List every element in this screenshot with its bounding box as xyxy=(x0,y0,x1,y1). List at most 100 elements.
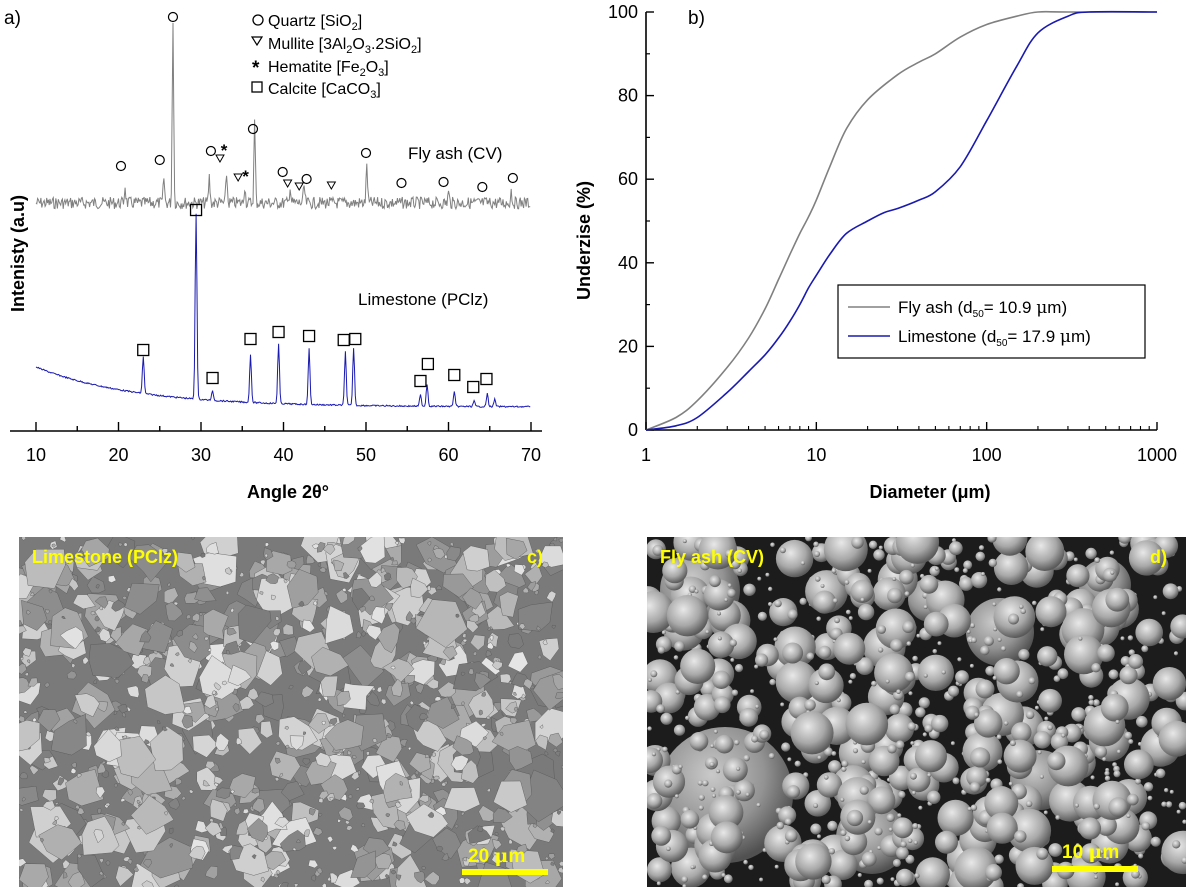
flyash-sphere xyxy=(971,572,988,589)
limestone-particle xyxy=(462,638,468,643)
limestone-particle xyxy=(90,610,96,616)
mullite-legend-symbol xyxy=(250,36,264,47)
flyash-sphere xyxy=(1078,817,1102,840)
limestone-particle xyxy=(345,820,350,825)
flyash-sphere xyxy=(884,713,915,743)
flyash-sphere xyxy=(993,627,998,632)
psd-chart: 0 20 40 60 80 100 1 10 100 1000 b) Fly ash (d50= … xyxy=(574,2,1177,502)
flyash-sphere xyxy=(647,726,652,731)
flyash-sphere xyxy=(743,859,748,865)
limestone-particle xyxy=(205,542,219,555)
flyash-sphere xyxy=(647,747,663,774)
limestone-particle xyxy=(55,801,59,806)
flyash-sphere xyxy=(948,541,963,556)
limestone-particle xyxy=(19,663,27,675)
flyash-sphere xyxy=(1093,699,1100,707)
limestone-particle xyxy=(308,859,319,869)
flyash-sphere xyxy=(923,605,928,609)
flyash-sphere xyxy=(841,766,847,772)
limestone-particle xyxy=(462,587,483,610)
limestone-particle xyxy=(532,823,538,828)
flyash-sphere xyxy=(647,793,663,809)
flyash-sphere xyxy=(986,812,1018,844)
limestone-particle xyxy=(186,614,191,620)
panel-c-scale-bar xyxy=(462,869,548,875)
flyash-sphere xyxy=(860,597,865,602)
limestone-particle xyxy=(508,746,533,771)
limestone-particle xyxy=(301,685,314,698)
limestone-particle xyxy=(76,773,82,778)
flyash-sphere xyxy=(652,544,664,556)
limestone-particle xyxy=(376,686,383,693)
flyash-sphere xyxy=(713,729,718,734)
limestone-particle xyxy=(286,568,319,609)
flyash-sphere xyxy=(750,689,755,694)
xrd-x-tick-label: 70 xyxy=(521,445,541,465)
limestone-particle xyxy=(328,717,338,726)
limestone-particle xyxy=(161,548,168,554)
flyash-sphere xyxy=(680,648,716,685)
legend-quartz: Quartz [SiO2] xyxy=(268,13,362,33)
limestone-particle xyxy=(551,809,563,827)
legend-flyash: Fly ash (d50= 10.9 μm) xyxy=(898,298,1067,320)
calcite-marker xyxy=(480,372,493,386)
flyash-sphere xyxy=(1003,739,1037,773)
flyash-sphere xyxy=(841,760,849,768)
flyash-sphere xyxy=(662,746,668,753)
limestone-particle xyxy=(98,858,104,864)
flyash-sphere xyxy=(915,707,926,718)
calcite-marker xyxy=(337,333,350,347)
limestone-particle xyxy=(359,606,366,613)
limestone-particle xyxy=(474,672,492,690)
limestone-particle xyxy=(181,796,186,801)
flyash-sphere xyxy=(812,590,837,614)
limestone-particle xyxy=(66,670,77,680)
flyash-sphere xyxy=(892,577,897,581)
limestone-particle xyxy=(204,821,223,837)
xrd-x-tick-label: 20 xyxy=(108,445,128,465)
flyash-sphere xyxy=(874,653,914,693)
limestone-particle xyxy=(491,854,502,865)
limestone-particle xyxy=(547,732,563,748)
flyash-sphere xyxy=(954,567,960,573)
hematite-marker: * xyxy=(242,167,249,186)
limestone-particle xyxy=(59,537,67,543)
limestone-particle xyxy=(452,735,474,756)
flyash-sphere xyxy=(1143,782,1154,792)
quartz-marker xyxy=(360,147,372,159)
flyash-sphere xyxy=(1135,618,1163,647)
limestone-particle xyxy=(442,645,458,660)
flyash-sphere xyxy=(743,583,756,596)
flyash-sphere xyxy=(892,817,914,839)
flyash-sphere xyxy=(980,645,990,656)
limestone-particle xyxy=(558,537,563,543)
flyash-sphere xyxy=(1088,694,1094,701)
limestone-particle xyxy=(260,720,274,739)
flyash-sphere xyxy=(931,714,949,733)
psd-x-tick-label: 10 xyxy=(806,445,826,465)
mullite-marker xyxy=(215,154,225,164)
flyash-sphere xyxy=(799,597,807,606)
flyash-sphere xyxy=(867,568,872,573)
flyash-sphere xyxy=(890,877,895,882)
limestone-particle xyxy=(190,537,195,541)
flyash-sphere xyxy=(1062,723,1082,743)
flyash-sphere xyxy=(902,621,915,633)
flyash-sphere xyxy=(923,611,949,637)
flyash-sphere xyxy=(743,754,750,762)
flyash-sphere xyxy=(907,838,913,844)
panel-d-title: Fly ash (CV) xyxy=(660,547,764,567)
limestone-particle xyxy=(513,706,518,711)
limestone-xrd-pattern xyxy=(35,213,531,409)
flyash-sphere xyxy=(1066,564,1090,588)
flyash-sphere xyxy=(755,704,760,709)
limestone-particle xyxy=(38,824,82,861)
limestone-particle xyxy=(225,590,230,596)
limestone-particle xyxy=(19,677,31,694)
flyash-sphere xyxy=(992,675,997,681)
limestone-particle xyxy=(205,760,216,770)
flyash-sphere xyxy=(818,645,832,659)
flyash-sphere xyxy=(1078,636,1083,641)
flyash-sphere xyxy=(898,790,906,799)
limestone-particle xyxy=(118,542,123,548)
